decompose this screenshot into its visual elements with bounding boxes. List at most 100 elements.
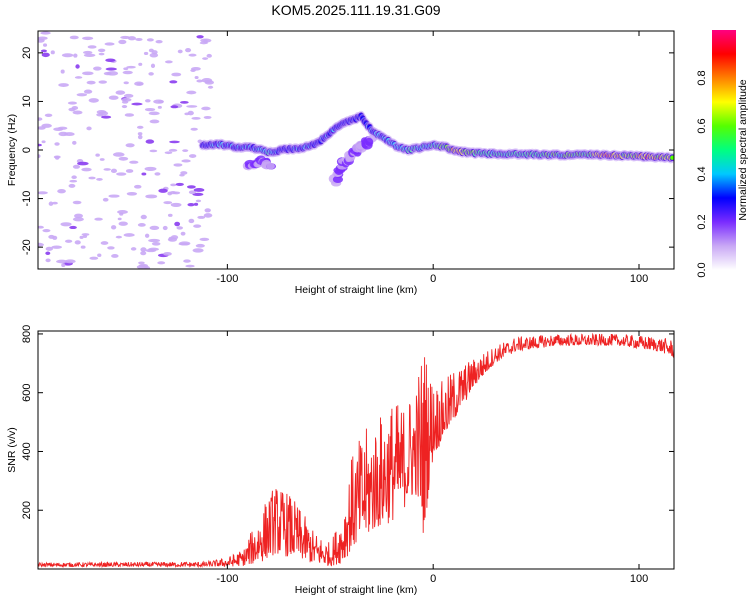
noise-blob [173,163,183,167]
noise-blob [83,53,96,57]
noise-blob [180,231,186,236]
noise-blob [81,167,92,172]
noise-blob [68,183,76,188]
noise-blob [117,210,128,214]
noise-blob [140,251,147,256]
noise-blob [199,41,208,45]
noise-blob [125,169,134,173]
noise-blob [86,80,96,85]
noise-blob [74,240,81,245]
noise-blob [45,246,54,251]
noise-blob [149,149,158,153]
noise-blob [140,214,147,220]
branch-blob [364,137,374,145]
noise-blob [118,221,128,226]
noise-blob [170,202,182,207]
noise-blob [127,36,136,41]
noise-blob [121,104,128,109]
noise-blob [110,168,117,174]
noise-blob [117,217,122,221]
noise-blob [146,38,154,42]
noise-blob [88,176,96,180]
noise-blob [145,248,157,253]
noise-blob [188,53,197,57]
noise-blob [105,58,116,63]
noise-blob [51,245,63,249]
noise-blob [38,154,41,158]
noise-blob [185,264,195,268]
noise-blob [107,246,115,250]
snr-x-label: Height of straight line (km) [295,584,418,596]
noise-blob [136,125,144,129]
noise-blob [68,107,76,112]
noise-blob [41,140,46,144]
spectrogram-ridge [198,110,674,164]
colorbar-ramp [712,30,736,270]
noise-blob [125,143,135,148]
noise-blob [149,225,160,231]
noise-blob [136,82,144,86]
y-tick-label: 400 [21,442,33,460]
noise-blob [135,37,143,41]
noise-blob [148,238,161,243]
y-tick-label: 0 [21,147,33,153]
noise-blob [186,185,196,189]
noise-blob [75,64,80,69]
noise-blob [155,39,163,44]
noise-blob [207,85,214,89]
noise-blob [56,259,68,264]
noise-blob [83,50,93,55]
noise-blob [137,223,146,227]
noise-blob [188,190,196,195]
noise-blob [123,233,135,237]
noise-blob [40,31,51,35]
y-tick-label: 200 [21,501,33,519]
noise-blob [182,149,189,153]
noise-blob [138,62,143,66]
noise-blob [98,80,108,84]
spectrogram-branches [242,135,378,187]
noise-blob [168,148,178,152]
noise-blob [115,235,122,239]
noise-blob [45,258,51,263]
noise-blob [101,115,112,119]
noise-blob [72,200,82,205]
noise-blob [188,154,197,158]
noise-blob [106,71,119,76]
noise-blob [38,143,42,147]
colorbar-tick-label: 0.2 [696,214,708,229]
colorbar: 0.0 0.2 0.4 0.6 0.8 Normalized spectral ampl… [696,30,749,278]
noise-blob [74,76,83,79]
noise-blob [177,49,183,54]
noise-blob [175,182,184,186]
noise-blob [144,265,151,269]
x-tick-label: 100 [630,573,648,585]
noise-blob [188,218,195,224]
noise-blob [72,110,83,115]
noise-blob [95,153,100,157]
noise-blob [82,36,94,41]
noise-blob [61,53,74,58]
noise-blob [145,194,158,199]
noise-blob [76,93,88,97]
noise-blob [77,161,89,166]
noise-blob [61,263,66,268]
noise-blob [169,80,178,84]
noise-blob [162,225,168,231]
noise-blob [123,93,134,98]
noise-blob [176,226,183,230]
noise-blob [145,139,155,144]
noise-blob [42,228,51,233]
noise-blob [170,105,179,109]
noise-blob [88,98,99,103]
noise-blob [89,256,99,260]
x-tick-label: -100 [216,573,238,585]
noise-blob [199,237,210,241]
noise-blob [140,247,147,252]
snr-series-line [38,332,674,569]
noise-blob [44,113,53,118]
noise-blob [50,50,55,55]
noise-blob [112,152,125,157]
